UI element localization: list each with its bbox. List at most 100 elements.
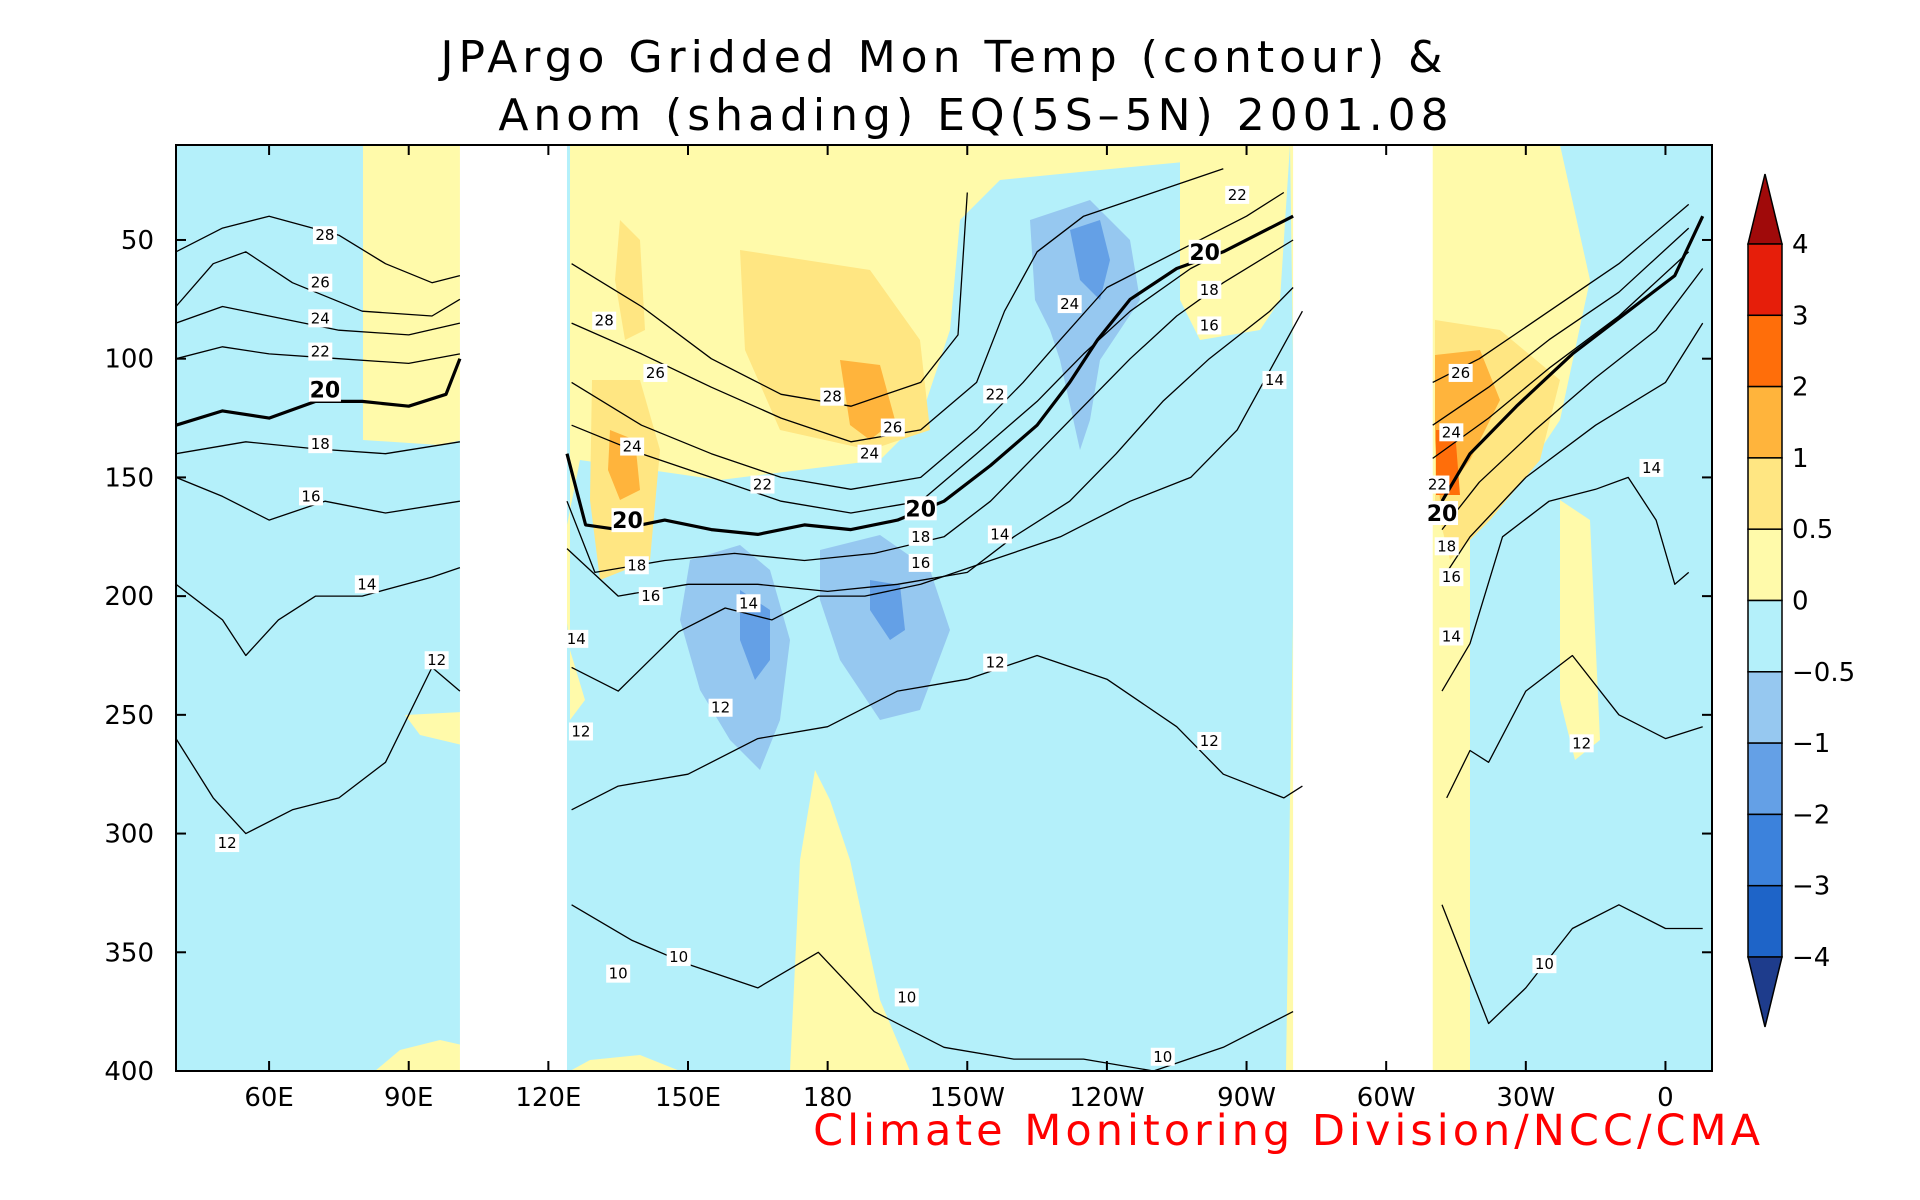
contour-16-segment-1 (566, 287, 1294, 597)
contour-label-bg (1532, 955, 1557, 974)
contour-label-bg (1197, 316, 1222, 335)
contour-label-42: 24 (1442, 423, 1461, 441)
contour-label-41: 26 (1451, 364, 1470, 382)
contour-label-37: 10 (897, 988, 916, 1006)
contour-label-bg (1425, 475, 1450, 494)
contour-26-segment-1 (571, 168, 1224, 443)
contour-label-bg (666, 948, 691, 967)
contour-label-33: 16 (1200, 316, 1219, 334)
warm-anomaly-region (405, 712, 462, 745)
warm-anomaly-region (570, 1055, 680, 1071)
contour-28-segment-0 (176, 215, 461, 284)
contour-label-bg (568, 722, 593, 741)
contour-label-31: 20 (1189, 241, 1220, 266)
contour-label-bg (308, 342, 333, 361)
contour-label-48: 12 (1572, 734, 1591, 752)
contour-label-bg (1262, 371, 1287, 390)
colorbar-box-4 (1747, 528, 1783, 602)
x-tick-label-120W: 120W (1069, 1083, 1144, 1113)
y-tick-label-150: 150 (104, 463, 154, 493)
contour-label-bg (1448, 363, 1473, 382)
contour-label-bg (308, 377, 341, 402)
warm-anomaly-region (615, 220, 645, 340)
colorbar-box-6 (1747, 671, 1783, 744)
colorbar-box-5 (1747, 599, 1783, 673)
contour-20-segment-1 (565, 214, 1294, 537)
contour-label-18: 14 (739, 594, 758, 612)
contour-20-segment-2 (1440, 215, 1705, 503)
x-axis: 60E 90E 120E 150E 180 150W 120W 90W 60W 30W 0 (244, 145, 1674, 1113)
warm-anomaly-region (790, 770, 910, 1071)
contour-label-4: 20 (310, 379, 341, 404)
contour-label-50: 14 (1642, 459, 1661, 477)
plot-area: 2826242220181614121228262420181614121412… (176, 145, 1712, 1071)
contour-label-10: 28 (595, 312, 614, 330)
no-data-band-0 (459, 145, 567, 1071)
contour-labels: 2826242220181614121228262420181614121412… (215, 185, 1664, 1066)
colorbar-extend-top (1747, 173, 1783, 245)
contour-label-19: 12 (711, 699, 730, 717)
contour-label-bg (1569, 734, 1594, 753)
contour-label-30: 24 (1060, 295, 1079, 313)
temperature-contours (176, 168, 1705, 1071)
contour-label-26: 16 (911, 554, 930, 572)
colorbar: 4 3 2 1 0.5 0 −0.5 −1 −2 −3 −4 (1747, 173, 1855, 1028)
contour-label-15: 16 (641, 587, 660, 605)
contour-label-34: 22 (1228, 186, 1247, 204)
contour-label-49: 10 (1535, 955, 1554, 973)
x-tick-label-60W: 60W (1357, 1083, 1416, 1113)
cool-anomaly-region (870, 580, 905, 640)
contour-label-bg (312, 226, 337, 245)
colorbar-box-9 (1747, 884, 1783, 958)
x-tick-label-30W: 30W (1496, 1083, 1555, 1113)
contour-label-bg (894, 988, 919, 1007)
contour-label-21: 26 (883, 419, 902, 437)
contour-label-bg (564, 629, 589, 648)
contour-label-5: 18 (311, 435, 330, 453)
contour-label-44: 20 (1427, 502, 1458, 527)
y-tick-label-250: 250 (104, 701, 154, 731)
contour-label-25: 18 (911, 528, 930, 546)
contour-label-bg (1439, 423, 1464, 442)
contour-label-bg (354, 575, 379, 594)
contour-label-13: 20 (612, 509, 643, 534)
contour-24-segment-0 (176, 305, 461, 336)
contour-label-3: 22 (311, 343, 330, 361)
colorbar-box-0 (1747, 243, 1783, 317)
y-tick-label-200: 200 (104, 582, 154, 612)
contour-label-0: 28 (315, 226, 334, 244)
colorbar-label-8: −2 (1792, 800, 1830, 830)
contour-label-bg (1197, 280, 1222, 299)
plot-frame (175, 144, 1713, 1072)
contour-label-24: 20 (905, 497, 936, 522)
contour-label-bg (1639, 458, 1664, 477)
contour-label-38: 10 (609, 965, 628, 983)
x-tick-label-60E: 60E (244, 1083, 294, 1113)
contour-label-bg (1434, 537, 1459, 556)
contour-label-bg (643, 363, 668, 382)
contour-label-bg (592, 311, 617, 330)
colorbar-label-9: −3 (1792, 872, 1830, 902)
contour-24-segment-2 (1432, 227, 1690, 426)
contour-label-32: 18 (1200, 281, 1219, 299)
contour-label-bg (424, 651, 449, 670)
contour-label-14: 18 (627, 556, 646, 574)
x-tick-label-0: 0 (1657, 1083, 1674, 1113)
contour-12-segment-0 (176, 666, 461, 835)
contour-label-bg (298, 487, 323, 506)
contour-label-29: 22 (986, 385, 1005, 403)
credit-text: Climate Monitoring Division/NCC/CMA (813, 1106, 1764, 1156)
colorbar-label-10: −4 (1792, 943, 1830, 973)
contour-18-segment-2 (1441, 268, 1704, 531)
contour-label-bg (908, 527, 933, 546)
contour-label-bg (1197, 731, 1222, 750)
colorbar-label-7: −1 (1792, 729, 1830, 759)
contour-label-bg (708, 698, 733, 717)
contour-label-23: 22 (753, 476, 772, 494)
contour-label-12: 24 (623, 438, 642, 456)
warm-anomaly-region (375, 1040, 462, 1071)
no-data-band-1 (1293, 145, 1433, 1071)
y-tick-label-50: 50 (121, 226, 154, 256)
colorbar-label-1: 3 (1792, 301, 1809, 331)
colorbar-box-7 (1747, 742, 1783, 816)
